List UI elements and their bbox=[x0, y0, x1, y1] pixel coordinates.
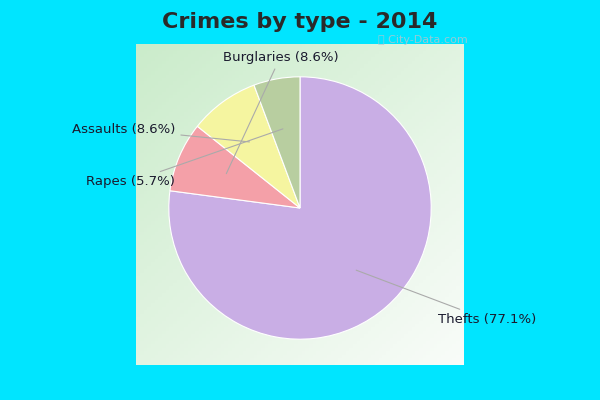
Wedge shape bbox=[169, 77, 431, 339]
Text: ⓘ City-Data.com: ⓘ City-Data.com bbox=[378, 35, 468, 45]
Wedge shape bbox=[197, 85, 300, 208]
Wedge shape bbox=[170, 126, 300, 208]
Text: Rapes (5.7%): Rapes (5.7%) bbox=[86, 129, 283, 188]
Text: Burglaries (8.6%): Burglaries (8.6%) bbox=[223, 51, 338, 174]
Text: Crimes by type - 2014: Crimes by type - 2014 bbox=[163, 12, 437, 32]
Text: Assaults (8.6%): Assaults (8.6%) bbox=[72, 123, 250, 142]
Wedge shape bbox=[254, 77, 300, 208]
Text: Thefts (77.1%): Thefts (77.1%) bbox=[356, 270, 536, 326]
